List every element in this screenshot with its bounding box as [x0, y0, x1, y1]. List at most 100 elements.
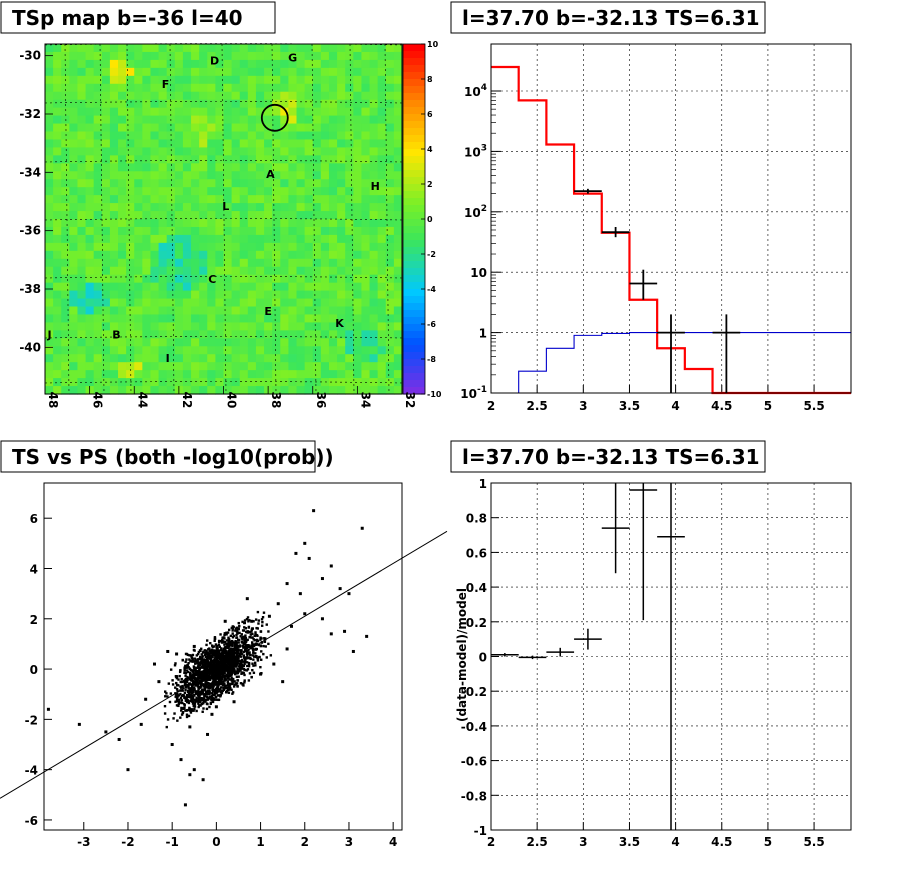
heatmap-cell	[69, 83, 79, 93]
heatmap-cell	[101, 44, 111, 53]
heatmap-cell	[85, 298, 95, 308]
source-label: B	[112, 329, 120, 342]
heatmap-cell	[377, 171, 387, 180]
y-tick-label: -1	[474, 824, 487, 838]
heatmap-cell	[142, 226, 152, 236]
scatter-dense-point	[238, 631, 241, 635]
heatmap-cell	[393, 67, 403, 77]
heatmap-cell	[182, 258, 192, 268]
heatmap-cell	[207, 362, 216, 371]
scatter-dense-point	[252, 655, 256, 658]
heatmap-cell	[85, 123, 95, 133]
scatter-dense-point	[199, 675, 203, 679]
panel-spectrum: l=37.70 b=-32.13 TS=6.31 2 2.5 3 3.5 4 4.5 5 5.…	[450, 1, 852, 413]
heatmap-cell	[93, 91, 103, 101]
heatmap-cell	[255, 99, 265, 109]
heatmap-cell	[304, 282, 314, 292]
scatter-dense-point	[220, 673, 224, 676]
scatter-dense-point	[247, 679, 251, 682]
heatmap-cell	[247, 75, 257, 85]
x-tick-label: 5.5	[803, 835, 824, 849]
heatmap-cell	[272, 123, 281, 133]
heatmap-cell	[304, 211, 314, 220]
heatmap-cell	[264, 370, 273, 379]
heatmap-cell	[174, 115, 184, 125]
heatmap-cell	[69, 59, 79, 69]
heatmap-cell	[53, 386, 62, 395]
heatmap-cell	[45, 147, 54, 156]
y-tick-label: -30	[19, 49, 41, 63]
heatmap-cell	[353, 195, 363, 204]
heatmap-cell	[150, 211, 160, 220]
scatter-point	[259, 672, 263, 676]
scatter-dense-point	[210, 692, 214, 695]
scatter-dense-point	[239, 650, 243, 654]
heatmap-cell	[231, 322, 241, 331]
heatmap-cell	[126, 139, 135, 148]
heatmap-cell	[45, 242, 54, 252]
scatter-dense-point	[221, 677, 224, 681]
heatmap-cell	[247, 322, 257, 331]
heatmap-cell	[369, 266, 379, 276]
scatter-dense-point	[227, 658, 231, 661]
scatter-dense-point	[194, 678, 198, 681]
heatmap-cell	[69, 266, 79, 276]
heatmap-cell	[215, 338, 225, 347]
heatmap-cell	[345, 99, 354, 109]
heatmap-cell	[337, 187, 346, 196]
heatmap-cell	[109, 179, 119, 188]
heatmap-cell	[93, 99, 103, 109]
heatmap-cell	[264, 155, 273, 164]
scatter-dense-point	[206, 677, 209, 681]
heatmap-cell	[77, 274, 87, 284]
heatmap-cell	[134, 250, 143, 260]
heatmap-cell	[223, 219, 233, 228]
heatmap-cell	[377, 147, 387, 156]
heatmap-cell	[239, 131, 249, 141]
heatmap-cell	[53, 242, 62, 252]
colorbar-segment	[403, 163, 425, 171]
heatmap-cell	[353, 250, 363, 260]
heatmap-cell	[77, 179, 87, 188]
scatter-point	[343, 629, 347, 633]
heatmap-cell	[231, 131, 241, 141]
scatter-dense-point	[232, 685, 236, 688]
scatter-dense-point	[214, 681, 218, 684]
heatmap-cell	[255, 362, 265, 371]
heatmap-cell	[377, 219, 387, 228]
heatmap-cell	[353, 51, 363, 61]
scatter-point	[298, 592, 302, 596]
scatter-dense-point	[187, 666, 190, 669]
heatmap-cell	[109, 274, 119, 284]
heatmap-cell	[312, 123, 322, 133]
heatmap-cell	[369, 139, 379, 148]
heatmap-cell	[199, 298, 208, 308]
heatmap-cell	[53, 67, 62, 77]
heatmap-cell	[231, 346, 241, 355]
heatmap-cell	[231, 306, 241, 316]
scatter-dense-point	[219, 633, 222, 636]
heatmap-cell	[77, 163, 87, 172]
heatmap-cell	[61, 306, 70, 316]
heatmap-cell	[207, 378, 216, 387]
scatter-dense-point	[245, 657, 248, 660]
heatmap-cell	[231, 386, 241, 395]
heatmap-cell	[118, 155, 127, 164]
heatmap-cell	[353, 155, 363, 164]
heatmap-cell	[77, 83, 87, 93]
heatmap-cell	[393, 362, 403, 371]
heatmap-cell	[231, 234, 241, 244]
scatter-dense-point	[214, 674, 218, 677]
scatter-dense-point	[239, 635, 242, 638]
scatter-dense-point	[191, 695, 195, 699]
scatter-point	[241, 682, 245, 686]
heatmap-cell	[93, 330, 103, 339]
heatmap-cell	[61, 362, 70, 371]
scatter-point	[46, 707, 50, 711]
x-tick-label: -3	[77, 835, 90, 849]
scatter-dense-point	[188, 707, 192, 711]
heatmap-cell	[393, 306, 403, 316]
heatmap-cell	[231, 250, 241, 260]
heatmap-cell	[239, 330, 249, 339]
heatmap-cell	[118, 378, 127, 387]
